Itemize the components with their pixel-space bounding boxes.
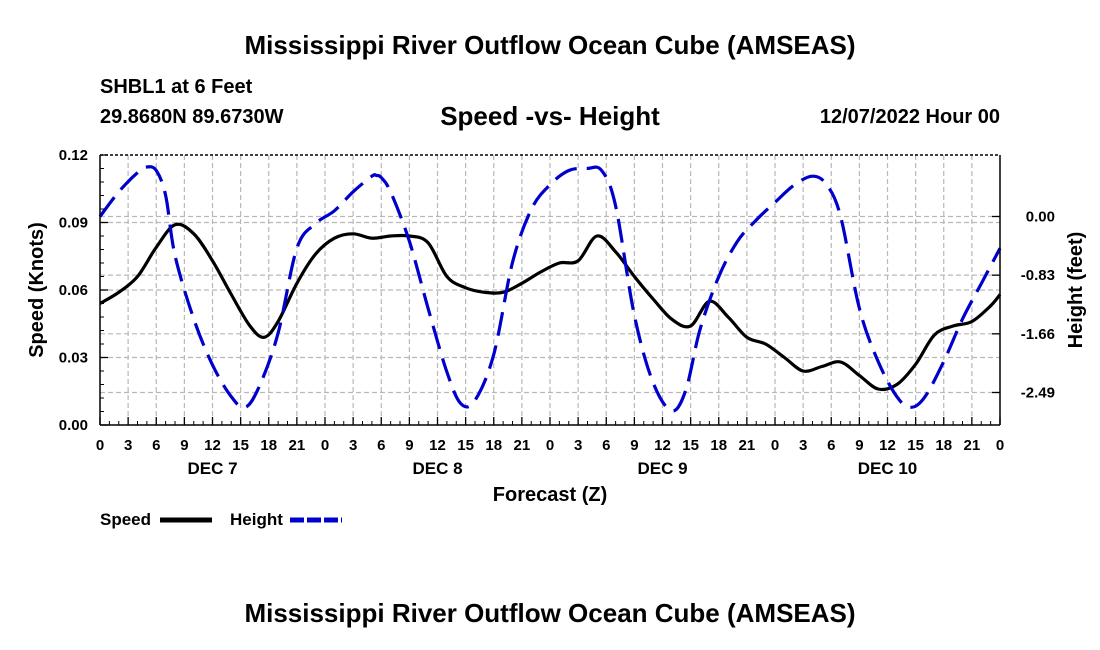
x-tick-label: 6 (377, 437, 385, 454)
x-tick-label: 18 (260, 437, 277, 454)
chart-title: Mississippi River Outflow Ocean Cube (AM… (244, 30, 856, 60)
y-left-tick-label: 0.06 (59, 282, 88, 299)
legend: Speed Height (100, 510, 342, 529)
x-tick-label: 0 (321, 437, 329, 454)
x-tick-label: 0 (546, 437, 554, 454)
x-tick-label: 18 (710, 437, 727, 454)
x-tick-label: 21 (514, 437, 531, 454)
day-label: DEC 7 (187, 459, 237, 478)
series-layer (98, 165, 1002, 413)
series-line-height (98, 165, 1002, 413)
y-left-axis-title: Speed (Knots) (26, 222, 48, 358)
x-tick-label: 6 (602, 437, 610, 454)
x-tick-label: 15 (457, 437, 474, 454)
y-left-tick-label: 0.09 (59, 215, 88, 232)
x-tick-label: 15 (232, 437, 249, 454)
x-tick-label: 0 (96, 437, 104, 454)
day-label: DEC 9 (637, 459, 687, 478)
day-label: DEC 10 (858, 459, 918, 478)
x-tick-label: 3 (574, 437, 582, 454)
chart-subtitle: Speed -vs- Height (440, 101, 660, 131)
x-tick-label: 9 (855, 437, 863, 454)
station-coordinates: 29.8680N 89.6730W (100, 106, 284, 128)
x-tick-label: 9 (630, 437, 638, 454)
x-tick-label: 12 (879, 437, 896, 454)
x-tick-label: 15 (682, 437, 699, 454)
x-tick-label: 6 (152, 437, 160, 454)
x-tick-label: 3 (799, 437, 807, 454)
axis-layer: 0 3 6 9 12 15 18 21 0 3 6 9 12 15 18 21 0 3 6 9 12 15 18 21 0 3 6 9… (26, 147, 1087, 506)
y-right-tick-label: -0.83 (1021, 267, 1055, 284)
y-left-tick-label: 0.12 (59, 147, 88, 164)
y-right-axis-title: Height (feet) (1065, 232, 1087, 349)
y-left-tick-label: 0.03 (59, 350, 88, 367)
x-tick-label: 12 (654, 437, 671, 454)
grid-layer (100, 155, 1000, 425)
y-left-tick-label: 0.00 (59, 417, 88, 434)
x-tick-label: 21 (739, 437, 756, 454)
x-tick-label: 18 (485, 437, 502, 454)
x-tick-label: 6 (827, 437, 835, 454)
y-right-tick-label: -2.49 (1021, 384, 1055, 401)
series-line-speed (99, 222, 1002, 392)
second-chart-title: Mississippi River Outflow Ocean Cube (AM… (244, 598, 856, 628)
x-axis-title: Forecast (Z) (493, 484, 607, 506)
x-tick-label: 18 (935, 437, 952, 454)
x-tick-label: 9 (405, 437, 413, 454)
x-tick-label: 12 (204, 437, 221, 454)
x-tick-label: 0 (771, 437, 779, 454)
day-label: DEC 8 (412, 459, 462, 478)
station-label: SHBL1 at 6 Feet (100, 76, 253, 98)
x-tick-label: 21 (289, 437, 306, 454)
x-tick-label: 21 (964, 437, 981, 454)
x-tick-label: 12 (429, 437, 446, 454)
x-tick-label: 0 (996, 437, 1004, 454)
y-right-tick-label: -1.66 (1021, 326, 1055, 343)
x-tick-label: 15 (907, 437, 924, 454)
legend-label-height: Height (230, 510, 283, 529)
x-tick-label: 3 (124, 437, 132, 454)
forecast-datestamp: 12/07/2022 Hour 00 (819, 106, 1000, 128)
legend-label-speed: Speed (100, 510, 151, 529)
x-tick-label: 9 (180, 437, 188, 454)
x-tick-label: 3 (349, 437, 357, 454)
y-right-tick-label: 0.00 (1026, 208, 1055, 225)
